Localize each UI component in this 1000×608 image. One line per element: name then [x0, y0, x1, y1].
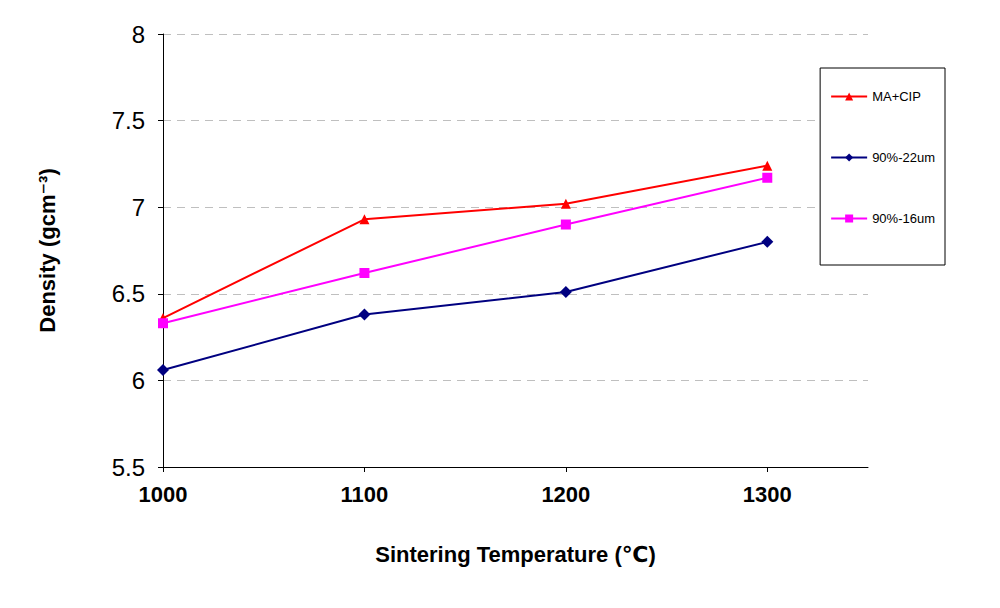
- svg-text:8: 8: [132, 21, 145, 48]
- svg-text:1300: 1300: [743, 482, 792, 507]
- svg-text:7: 7: [132, 194, 145, 221]
- svg-text:5.5: 5.5: [112, 454, 145, 481]
- svg-text:1200: 1200: [541, 482, 590, 507]
- svg-text:90%-16um: 90%-16um: [872, 211, 935, 226]
- svg-text:6: 6: [132, 367, 145, 394]
- svg-text:Sintering Temperature (℃): Sintering Temperature (℃): [375, 542, 656, 567]
- svg-text:6.5: 6.5: [112, 280, 145, 307]
- svg-text:1000: 1000: [139, 482, 188, 507]
- svg-text:Density (gcm⁻³): Density (gcm⁻³): [35, 168, 60, 332]
- svg-text:MA+CIP: MA+CIP: [872, 89, 921, 104]
- svg-text:1100: 1100: [341, 482, 389, 507]
- svg-text:7.5: 7.5: [112, 107, 145, 134]
- svg-text:90%-22um: 90%-22um: [872, 150, 935, 165]
